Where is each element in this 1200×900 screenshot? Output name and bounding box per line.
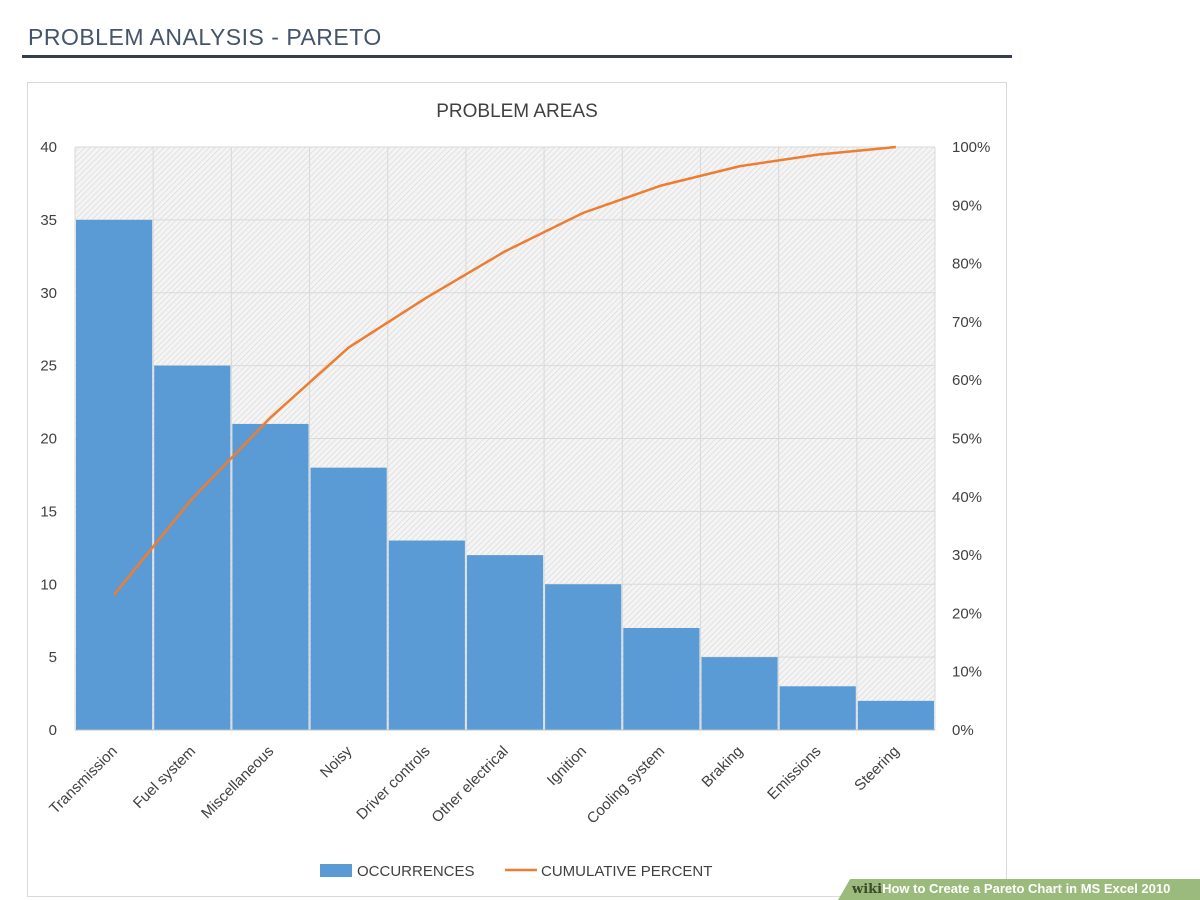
bar xyxy=(76,219,153,730)
y-tick-label: 0 xyxy=(49,722,57,739)
y-tick-label: 30 xyxy=(40,285,57,302)
bar xyxy=(779,686,856,730)
y2-tick-label: 90% xyxy=(952,197,982,214)
watermark: wikiHow to Create a Pareto Chart in MS E… xyxy=(852,881,1171,897)
x-tick-label: Transmission xyxy=(46,743,121,818)
y2-tick-label: 80% xyxy=(952,256,982,273)
y-tick-label: 20 xyxy=(40,431,57,448)
y-tick-label: 15 xyxy=(40,503,57,520)
y-tick-label: 10 xyxy=(40,576,57,593)
y-tick-label: 5 xyxy=(49,649,57,666)
bar xyxy=(701,657,778,730)
y2-tick-label: 40% xyxy=(952,489,982,506)
x-tick-label: Other electrical xyxy=(428,743,511,826)
legend-label-occurrences: OCCURRENCES xyxy=(357,863,475,880)
x-tick-label: Fuel system xyxy=(130,743,199,812)
y2-tick-label: 10% xyxy=(952,664,982,681)
x-tick-label: Cooling system xyxy=(584,743,669,828)
x-tick-label: Ignition xyxy=(544,743,590,789)
y2-tick-label: 60% xyxy=(952,372,982,389)
bar xyxy=(466,555,544,730)
bar xyxy=(545,584,622,730)
x-tick-label: Steering xyxy=(851,743,903,795)
chart-title: PROBLEM AREAS xyxy=(436,101,598,122)
y2-tick-label: 20% xyxy=(952,605,982,622)
y2-tick-label: 50% xyxy=(952,431,982,448)
y-tick-label: 25 xyxy=(40,358,57,375)
x-tick-label: Emissions xyxy=(764,743,824,803)
x-tick-label: Driver controls xyxy=(353,743,433,823)
y2-tick-label: 100% xyxy=(952,139,990,156)
x-tick-label: Noisy xyxy=(317,742,356,781)
page-title: PROBLEM ANALYSIS - PARETO xyxy=(28,24,382,50)
legend-label-cumulative: CUMULATIVE PERCENT xyxy=(541,863,712,880)
legend-swatch-occurrences xyxy=(320,864,352,877)
title-underline xyxy=(22,55,1012,58)
bar xyxy=(857,700,934,730)
y2-tick-label: 70% xyxy=(952,314,982,331)
cumulative-line xyxy=(113,145,897,596)
y2-tick-label: 0% xyxy=(952,722,974,739)
y2-tick-label: 30% xyxy=(952,547,982,564)
x-tick-label: Miscellaneous xyxy=(198,743,277,822)
x-tick-label: Braking xyxy=(698,743,746,791)
y-tick-label: 35 xyxy=(40,212,57,229)
bar xyxy=(388,540,465,730)
chart-frame xyxy=(27,82,1007,897)
y-tick-label: 40 xyxy=(40,139,57,156)
bar xyxy=(154,365,231,730)
bar xyxy=(310,467,387,730)
bar xyxy=(232,423,309,730)
bar xyxy=(623,627,700,730)
